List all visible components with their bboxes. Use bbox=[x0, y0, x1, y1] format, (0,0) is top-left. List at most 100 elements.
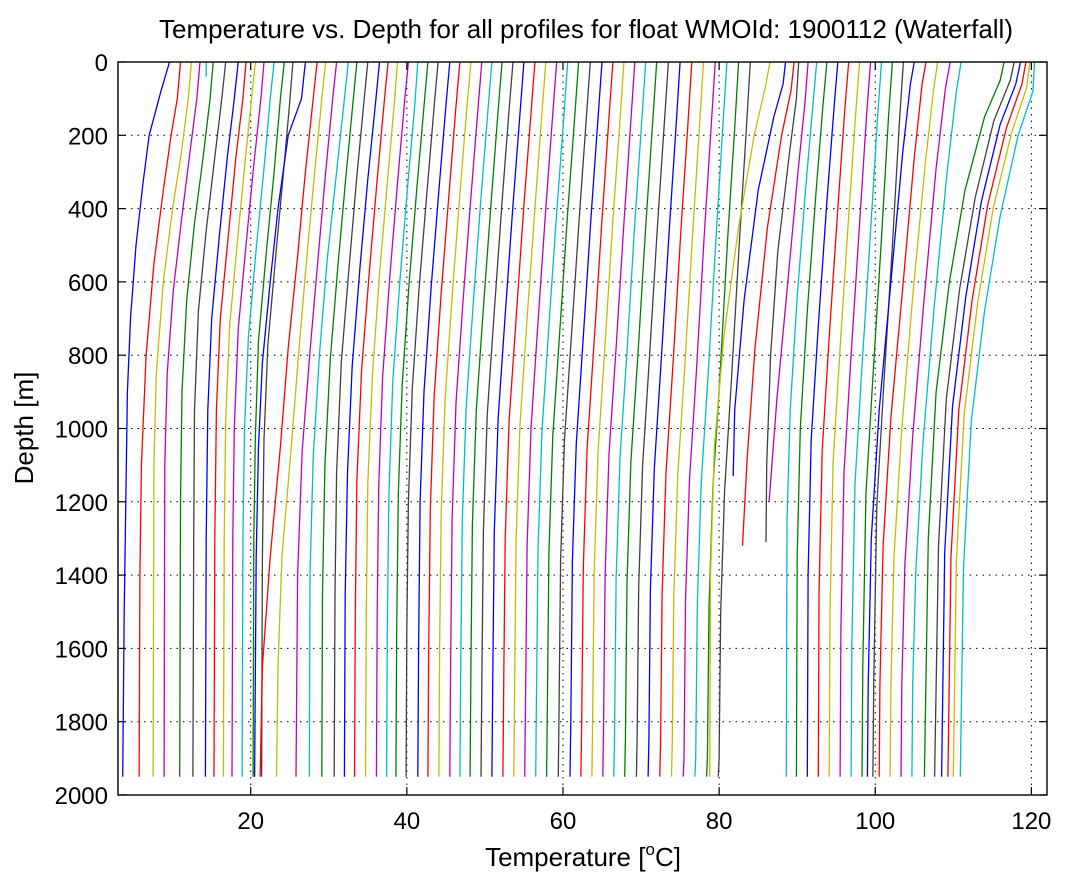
profile-line-75 bbox=[911, 61, 962, 777]
profile-line-26 bbox=[385, 61, 419, 777]
y-tick-label: 1800 bbox=[55, 710, 108, 737]
profile-line-20 bbox=[321, 61, 358, 777]
x-tick-label: 100 bbox=[855, 808, 895, 835]
plot-lines bbox=[122, 61, 1036, 777]
y-tick-label: 0 bbox=[95, 50, 108, 77]
x-axis-label: Temperature [oC] bbox=[485, 840, 681, 872]
profile-line-41 bbox=[545, 61, 580, 777]
profile-line-10 bbox=[222, 61, 257, 777]
y-axis: 0 200 400 600 800 1000 1200 1400 1600 1800 2000 bbox=[55, 50, 1047, 810]
profile-line-78 bbox=[940, 61, 1022, 777]
y-tick-label: 200 bbox=[68, 123, 108, 150]
y-tick-label: 600 bbox=[68, 270, 108, 297]
profile-line-80 bbox=[952, 61, 1031, 777]
profile-line-15 bbox=[253, 61, 307, 777]
profile-line-61 bbox=[768, 61, 809, 502]
profile-line-42 bbox=[557, 61, 591, 777]
profile-line-65 bbox=[817, 61, 850, 777]
y-tick-label: 800 bbox=[68, 343, 108, 370]
profile-line-77 bbox=[933, 61, 1015, 777]
profile-line-64 bbox=[806, 61, 839, 777]
profile-line-54 bbox=[694, 61, 728, 777]
chart-title: Temperature vs. Depth for all profiles f… bbox=[159, 14, 1013, 44]
profile-line-57 bbox=[709, 61, 771, 777]
profile-line-62 bbox=[785, 61, 818, 777]
profile-line-3 bbox=[152, 61, 193, 777]
profile-line-12 bbox=[241, 61, 275, 777]
profile-line-63 bbox=[795, 61, 828, 777]
x-axis: 20 40 60 80 100 120 bbox=[237, 62, 1051, 835]
profile-line-1 bbox=[122, 61, 171, 777]
profile-line-14 bbox=[260, 61, 294, 777]
profile-line-4 bbox=[163, 61, 201, 777]
x-tick-label: 120 bbox=[1011, 808, 1051, 835]
profile-line-33 bbox=[459, 61, 493, 777]
profile-line-74 bbox=[900, 61, 951, 777]
profile-line-46 bbox=[602, 61, 636, 777]
profile-line-47 bbox=[613, 61, 647, 777]
profile-line-8 bbox=[204, 61, 239, 777]
profile-line-18 bbox=[295, 61, 338, 777]
profile-line-29 bbox=[417, 61, 451, 777]
y-tick-label: 1600 bbox=[55, 636, 108, 663]
profile-line-39 bbox=[524, 61, 558, 777]
profile-line-79 bbox=[947, 61, 1027, 777]
profile-line-51 bbox=[659, 61, 693, 777]
profile-line-35 bbox=[480, 61, 514, 777]
profile-line-24 bbox=[364, 61, 399, 777]
profile-line-37 bbox=[502, 61, 536, 777]
x-tick-label: 80 bbox=[706, 808, 733, 835]
profile-line-25 bbox=[375, 61, 410, 777]
x-tick-label: 20 bbox=[237, 808, 264, 835]
x-tick-label: 60 bbox=[550, 808, 577, 835]
profile-line-69 bbox=[861, 61, 894, 777]
profile-line-59 bbox=[741, 61, 795, 546]
profile-line-11 bbox=[231, 61, 265, 777]
profile-line-81 bbox=[959, 61, 1036, 777]
y-tick-label: 1200 bbox=[55, 490, 108, 517]
profile-line-16 bbox=[259, 61, 318, 777]
profile-line-30 bbox=[427, 61, 461, 777]
profile-line-27 bbox=[395, 61, 429, 777]
profile-line-50 bbox=[647, 61, 681, 777]
y-tick-label: 1000 bbox=[55, 417, 108, 444]
profile-line-6 bbox=[179, 61, 214, 777]
x-axis-label-text: Temperature [ bbox=[485, 842, 646, 872]
profile-line-40 bbox=[535, 61, 569, 777]
profile-line-48 bbox=[624, 61, 658, 777]
profile-line-17 bbox=[275, 61, 327, 777]
profile-line-49 bbox=[635, 61, 670, 777]
profile-line-21 bbox=[333, 61, 369, 777]
profile-line-60 bbox=[765, 61, 800, 543]
profile-line-23 bbox=[353, 61, 389, 777]
profile-line-32 bbox=[449, 61, 483, 777]
profile-line-76 bbox=[923, 61, 1005, 777]
profile-line-36 bbox=[491, 61, 525, 777]
x-axis-label-end: C] bbox=[655, 842, 681, 872]
profile-line-66 bbox=[828, 61, 861, 777]
profile-line-56 bbox=[717, 61, 751, 777]
profile-line-22 bbox=[343, 61, 381, 777]
profile-line-70 bbox=[872, 61, 905, 777]
x-axis-label-superscript: o bbox=[645, 840, 654, 859]
profile-line-43 bbox=[569, 61, 603, 777]
y-tick-label: 1400 bbox=[55, 563, 108, 590]
profile-line-58 bbox=[732, 61, 787, 477]
profile-line-72 bbox=[878, 61, 927, 777]
profile-line-71 bbox=[866, 61, 915, 777]
profile-line-19 bbox=[308, 61, 349, 777]
profile-line-2 bbox=[138, 61, 182, 777]
profile-line-7 bbox=[192, 61, 227, 777]
profile-line-55 bbox=[705, 61, 740, 777]
profile-line-44 bbox=[580, 61, 614, 777]
profile-line-45 bbox=[591, 61, 625, 777]
profile-line-73 bbox=[889, 61, 939, 777]
profile-line-31 bbox=[438, 61, 472, 777]
y-axis-label: Depth [m] bbox=[9, 372, 39, 485]
profile-line-67 bbox=[839, 61, 872, 777]
profile-line-34 bbox=[469, 61, 503, 777]
profile-line-52 bbox=[670, 61, 705, 777]
x-tick-label: 40 bbox=[393, 808, 420, 835]
profile-line-53 bbox=[682, 61, 716, 777]
